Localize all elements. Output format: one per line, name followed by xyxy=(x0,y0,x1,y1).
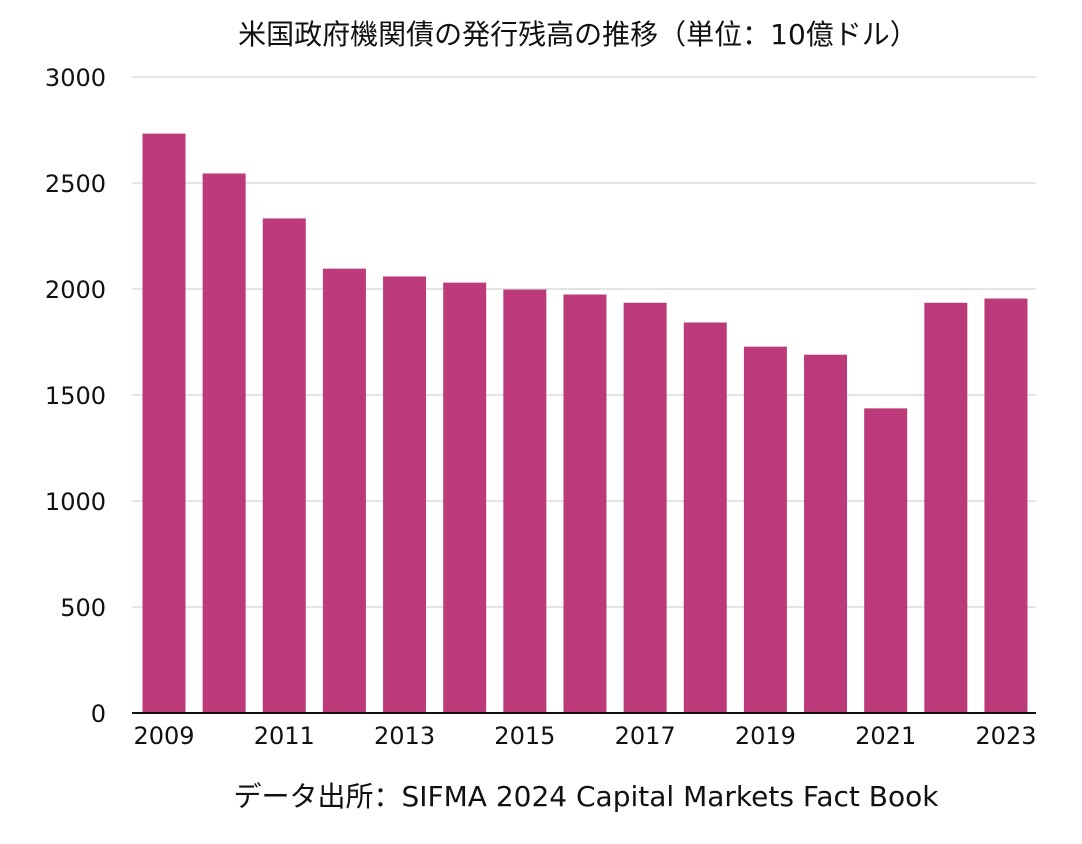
bar-2020 xyxy=(804,354,848,713)
bar-2022 xyxy=(924,302,968,713)
x-tick-label: 2017 xyxy=(615,722,676,750)
y-tick-label: 2000 xyxy=(45,276,106,304)
bar-2010 xyxy=(202,173,246,713)
y-axis-tick-labels: 0 500 1000 1500 2000 2500 3000 xyxy=(45,64,106,728)
source-note: データ出所：SIFMA 2024 Capital Markets Fact Bo… xyxy=(234,780,940,813)
x-tick-label: 2013 xyxy=(374,722,435,750)
bar-2016 xyxy=(563,294,607,713)
y-tick-label: 0 xyxy=(91,700,106,728)
y-tick-label: 500 xyxy=(60,594,106,622)
bar-2015 xyxy=(503,289,547,713)
bar-2013 xyxy=(383,276,427,713)
bar-2017 xyxy=(623,302,667,713)
bar-2012 xyxy=(322,268,366,713)
x-tick-label: 2019 xyxy=(735,722,796,750)
x-tick-label: 2015 xyxy=(494,722,555,750)
chart-title: 米国政府機関債の発行残高の推移（単位：10億ドル） xyxy=(238,18,918,51)
bar-2014 xyxy=(443,282,487,713)
x-tick-label: 2021 xyxy=(855,722,916,750)
bar-2021 xyxy=(864,408,908,713)
bar-2009 xyxy=(142,133,186,713)
bar-2011 xyxy=(262,218,306,714)
x-tick-label: 2009 xyxy=(133,722,194,750)
y-tick-label: 1500 xyxy=(45,382,106,410)
y-tick-label: 3000 xyxy=(45,64,106,92)
x-axis-tick-labels: 2009 2011 2013 2015 2017 2019 2021 2023 xyxy=(133,722,1036,750)
x-tick-label: 2023 xyxy=(975,722,1036,750)
y-tick-label: 1000 xyxy=(45,488,106,516)
bars xyxy=(142,133,1028,714)
y-tick-label: 2500 xyxy=(45,170,106,198)
bar-2019 xyxy=(743,346,787,713)
bar-2023 xyxy=(984,298,1028,713)
bar-2018 xyxy=(683,322,727,713)
x-tick-label: 2011 xyxy=(254,722,315,750)
